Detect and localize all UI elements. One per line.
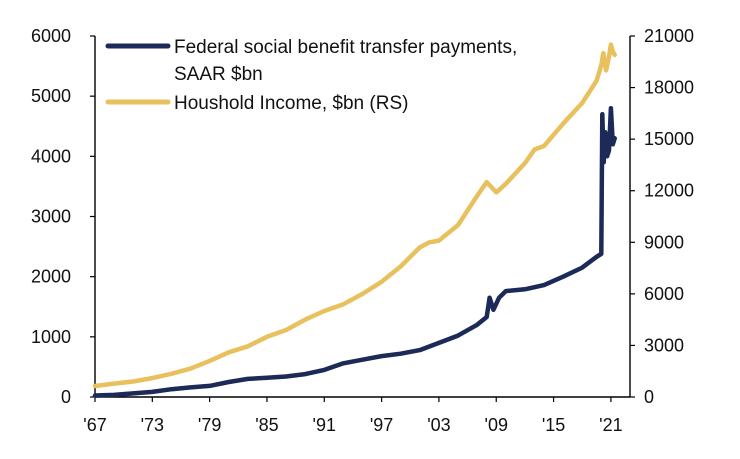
left-y-tick-label: 1000 bbox=[31, 327, 71, 347]
x-tick-label: '79 bbox=[198, 415, 221, 435]
right-y-tick-label: 12000 bbox=[644, 181, 694, 201]
right-y-tick-label: 18000 bbox=[644, 78, 694, 98]
right-y-tick-label: 3000 bbox=[644, 335, 684, 355]
right-y-tick-label: 0 bbox=[644, 387, 654, 407]
right-y-tick-label: 9000 bbox=[644, 232, 684, 252]
x-tick-label: '91 bbox=[313, 415, 336, 435]
x-tick-label: '73 bbox=[141, 415, 164, 435]
right-y-tick-label: 21000 bbox=[644, 26, 694, 46]
legend-label-federal-transfers-line2: SAAR $bn bbox=[174, 64, 263, 85]
x-tick-label: '85 bbox=[255, 415, 278, 435]
left-y-tick-label: 2000 bbox=[31, 267, 71, 287]
left-y-tick-label: 6000 bbox=[31, 26, 71, 46]
series-lines bbox=[92, 42, 617, 398]
x-tick-label: '03 bbox=[427, 415, 450, 435]
left-y-tick-label: 0 bbox=[61, 387, 71, 407]
legend: Federal social benefit transfer payments… bbox=[105, 37, 517, 114]
series-line-federal-transfers bbox=[92, 105, 617, 398]
legend-label-federal-transfers-line1: Federal social benefit transfer payments… bbox=[174, 37, 517, 58]
x-tick-label: '15 bbox=[542, 415, 565, 435]
axes: 0 1000 2000 3000 4000 5000 6000 0 3000 6000 9000 12… bbox=[31, 26, 694, 435]
legend-label-household-income: Houshold Income, $bn (RS) bbox=[174, 93, 408, 114]
left-y-tick-label: 5000 bbox=[31, 86, 71, 106]
left-y-tick-label: 4000 bbox=[31, 146, 71, 166]
right-y-tick-label: 6000 bbox=[644, 284, 684, 304]
x-tick-label: '09 bbox=[485, 415, 508, 435]
series-line-household-income bbox=[92, 42, 617, 389]
x-tick-label: '97 bbox=[370, 415, 393, 435]
left-y-tick-label: 3000 bbox=[31, 207, 71, 227]
x-tick-label: '67 bbox=[83, 415, 106, 435]
x-tick-label: '21 bbox=[599, 415, 622, 435]
right-y-tick-label: 15000 bbox=[644, 129, 694, 149]
